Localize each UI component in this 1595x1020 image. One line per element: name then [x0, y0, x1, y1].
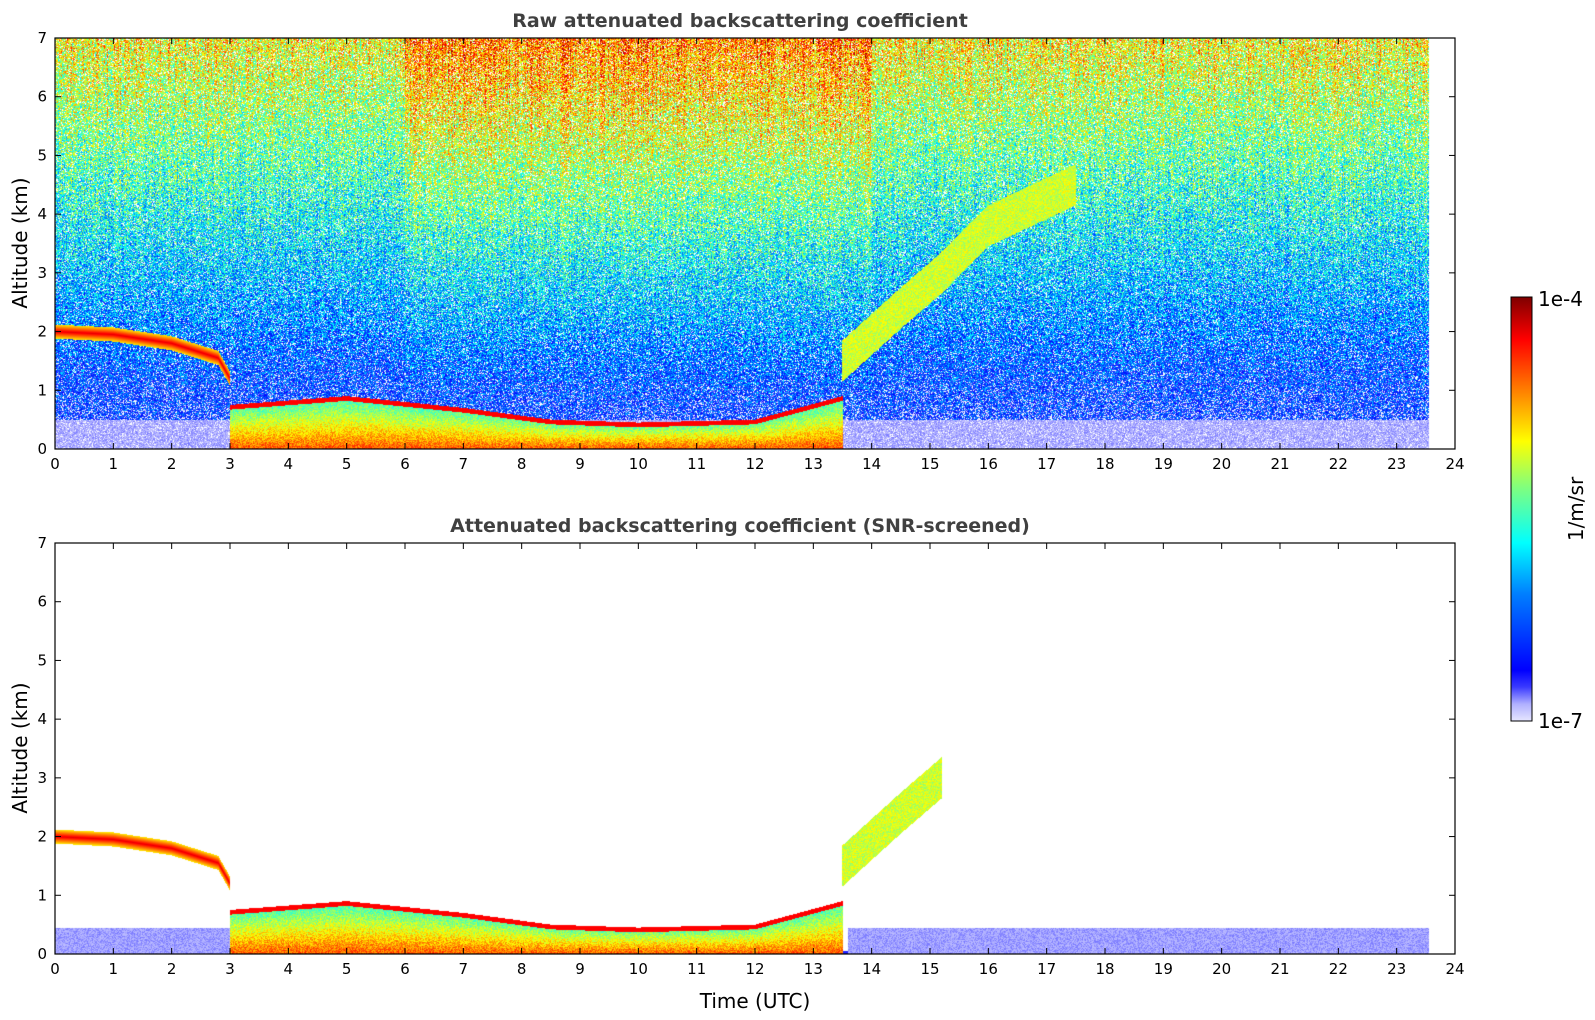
x-tick-label: 8 [517, 455, 527, 473]
x-tick-label: 6 [400, 960, 410, 978]
y-tick-label: 1 [37, 381, 47, 399]
x-tick-label: 11 [687, 960, 706, 978]
y-tick-label: 0 [37, 440, 47, 458]
y-tick-label: 7 [37, 29, 47, 47]
x-tick-label: 7 [459, 960, 469, 978]
x-tick-label: 2 [167, 960, 177, 978]
x-tick-label: 0 [50, 960, 60, 978]
x-tick-label: 22 [1329, 960, 1348, 978]
x-tick-label: 13 [804, 455, 823, 473]
panel-screened-xlabel: Time (UTC) [699, 989, 811, 1013]
x-tick-label: 24 [1445, 455, 1464, 473]
x-tick-label: 9 [575, 960, 585, 978]
x-tick-label: 17 [1037, 960, 1056, 978]
x-tick-label: 1 [109, 455, 119, 473]
panel-raw-ylabel: Altitude (km) [8, 177, 32, 308]
panel-screened: Attenuated backscattering coefficient (S… [8, 515, 1465, 1013]
x-tick-label: 1 [109, 960, 119, 978]
x-tick-label: 4 [284, 455, 294, 473]
y-tick-label: 3 [37, 769, 47, 787]
x-tick-label: 13 [804, 960, 823, 978]
colorbar: 1e-4 1e-7 1/m/sr [1510, 287, 1588, 733]
x-tick-label: 8 [517, 960, 527, 978]
y-tick-label: 4 [37, 205, 47, 223]
x-tick-label: 5 [342, 455, 352, 473]
y-tick-label: 6 [37, 88, 47, 106]
panel-screened-axes: 0 1 2 3 4 5 6 7 8 9 10 11 12 13 14 15 16 17 18 19 20 21 22 23 24… [37, 534, 1464, 978]
x-tick-label: 3 [225, 455, 235, 473]
panel-raw: Raw attenuated backscattering coefficien… [8, 10, 1465, 473]
colorbar-gradient [1510, 296, 1533, 722]
x-tick-label: 5 [342, 960, 352, 978]
x-tick-label: 4 [284, 960, 294, 978]
x-tick-label: 19 [1154, 455, 1173, 473]
x-tick-label: 23 [1387, 960, 1406, 978]
y-tick-label: 7 [37, 534, 47, 552]
x-tick-label: 3 [225, 960, 235, 978]
y-tick-label: 4 [37, 710, 47, 728]
x-tick-label: 9 [575, 455, 585, 473]
x-tick-label: 16 [979, 960, 998, 978]
x-tick-label: 15 [920, 455, 939, 473]
colorbar-min-label: 1e-7 [1538, 709, 1583, 733]
x-tick-label: 14 [862, 960, 881, 978]
x-tick-label: 20 [1212, 455, 1231, 473]
x-tick-label: 14 [862, 455, 881, 473]
y-tick-label: 2 [37, 828, 47, 846]
x-tick-label: 17 [1037, 455, 1056, 473]
panel-screened-title: Attenuated backscattering coefficient (S… [450, 515, 1030, 537]
x-tick-label: 16 [979, 455, 998, 473]
x-tick-label: 15 [920, 960, 939, 978]
x-tick-label: 18 [1095, 960, 1114, 978]
x-tick-label: 10 [629, 455, 648, 473]
x-tick-label: 19 [1154, 960, 1173, 978]
panel-raw-axes: 0 1 2 3 4 5 6 7 8 9 10 11 12 13 14 15 16 17 18 19 20 21 22 23 24… [37, 29, 1464, 473]
x-tick-label: 6 [400, 455, 410, 473]
y-tick-label: 3 [37, 264, 47, 282]
x-tick-label: 18 [1095, 455, 1114, 473]
x-tick-label: 20 [1212, 960, 1231, 978]
y-tick-label: 2 [37, 323, 47, 341]
x-tick-label: 22 [1329, 455, 1348, 473]
x-tick-label: 23 [1387, 455, 1406, 473]
x-tick-label: 12 [745, 960, 764, 978]
x-tick-label: 11 [687, 455, 706, 473]
y-tick-label: 6 [37, 593, 47, 611]
panel-screened-ylabel: Altitude (km) [8, 682, 32, 813]
x-tick-label: 2 [167, 455, 177, 473]
y-tick-label: 1 [37, 886, 47, 904]
panel-raw-heatmap [55, 38, 1455, 449]
x-tick-label: 7 [459, 455, 469, 473]
y-tick-label: 5 [37, 146, 47, 164]
y-tick-label: 0 [37, 945, 47, 963]
x-tick-label: 24 [1445, 960, 1464, 978]
panel-raw-title: Raw attenuated backscattering coefficien… [512, 10, 968, 32]
x-tick-label: 21 [1270, 960, 1289, 978]
x-tick-label: 12 [745, 455, 764, 473]
colorbar-unit-label: 1/m/sr [1564, 476, 1588, 541]
x-tick-label: 10 [629, 960, 648, 978]
x-tick-label: 0 [50, 455, 60, 473]
y-tick-label: 5 [37, 651, 47, 669]
colorbar-max-label: 1e-4 [1538, 287, 1583, 311]
x-tick-label: 21 [1270, 455, 1289, 473]
panel-screened-heatmap [55, 543, 1455, 954]
